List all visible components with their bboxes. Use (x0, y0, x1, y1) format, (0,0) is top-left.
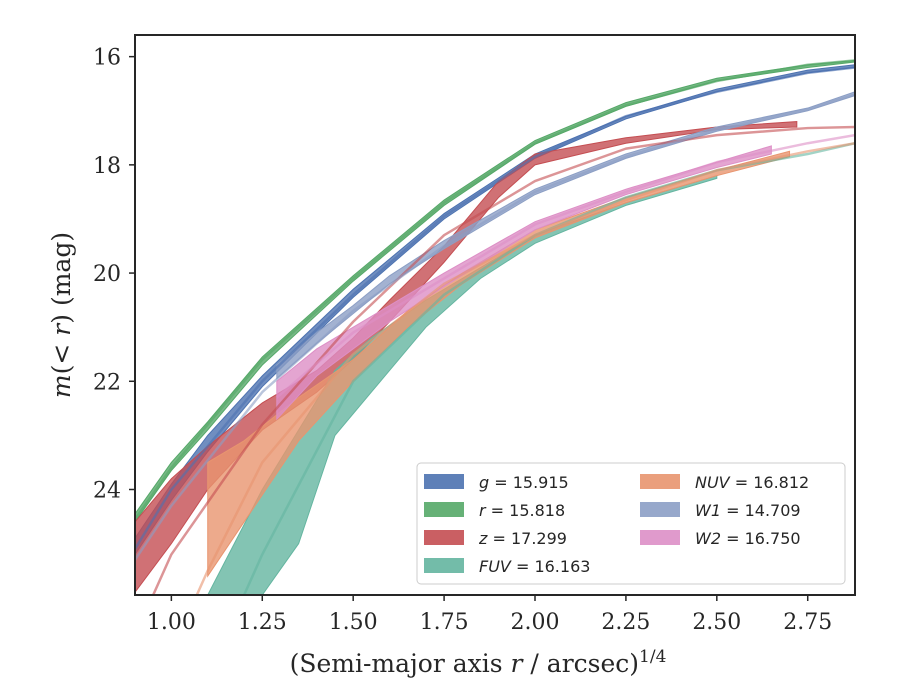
band-r (135, 59, 855, 523)
band-fuv (207, 175, 718, 595)
x-axis-ticks: 1.00 1.25 1.50 1.75 2.00 2.25 2.50 2.75 (147, 595, 832, 635)
legend-box (416, 462, 846, 585)
band-w2 (276, 145, 772, 421)
legend-swatch-w1 (640, 502, 680, 517)
legend-swatch-fuv (424, 558, 464, 573)
y-tick-label: 16 (93, 46, 121, 71)
model-w1 (135, 93, 855, 561)
legend-swatch-z (424, 530, 464, 545)
y-axis-ticks: 16 18 20 22 24 (93, 46, 135, 503)
y-tick-label: 18 (93, 154, 121, 179)
legend-entry-w2: W2 = 16.750 (695, 529, 801, 548)
model-r (135, 59, 855, 520)
x-tick-label: 2.50 (692, 610, 741, 635)
legend-swatch-nuv (640, 474, 680, 489)
x-tick-label: 1.50 (329, 610, 378, 635)
model-g (135, 66, 855, 550)
x-tick-label: 1.00 (147, 610, 196, 635)
y-tick-label: 20 (93, 262, 121, 287)
y-axis-label: mm((< r) (mag) (47, 232, 76, 398)
x-tick-label: 2.25 (601, 610, 650, 635)
legend-swatch-w2 (640, 530, 680, 545)
legend-entry-fuv: FUV = 16.163 (479, 557, 590, 576)
model-curves (135, 59, 855, 595)
legend-entry-nuv: NUV = 16.812 (695, 473, 809, 492)
plot-frame (134, 34, 856, 596)
x-tick-label: 2.75 (783, 610, 832, 635)
x-tick-label: 2.00 (511, 610, 560, 635)
x-tick-label: 1.75 (420, 610, 469, 635)
legend-entry-z: z = 17.299 (478, 529, 567, 548)
x-axis-label: (Semi-major axis r / arcsec)1/4 (290, 647, 667, 678)
model-nuv (195, 141, 855, 595)
band-g (135, 64, 855, 556)
legend-entry-g: g = 15.915 (479, 473, 569, 492)
legend-swatch-r (424, 502, 464, 517)
model-z (152, 125, 855, 595)
legend-entry-r: r = 15.818 (479, 501, 565, 520)
y-tick-label: 22 (93, 370, 121, 395)
model-w2 (276, 133, 855, 399)
y-tick-label: 24 (93, 478, 121, 503)
legend: g = 15.915 r = 15.818 z = 17.299 FUV = 16.1… (416, 462, 846, 585)
x-tick-label: 1.25 (238, 610, 287, 635)
legend-entry-w1: W1 = 14.709 (695, 501, 801, 520)
legend-swatch-g (424, 474, 464, 489)
